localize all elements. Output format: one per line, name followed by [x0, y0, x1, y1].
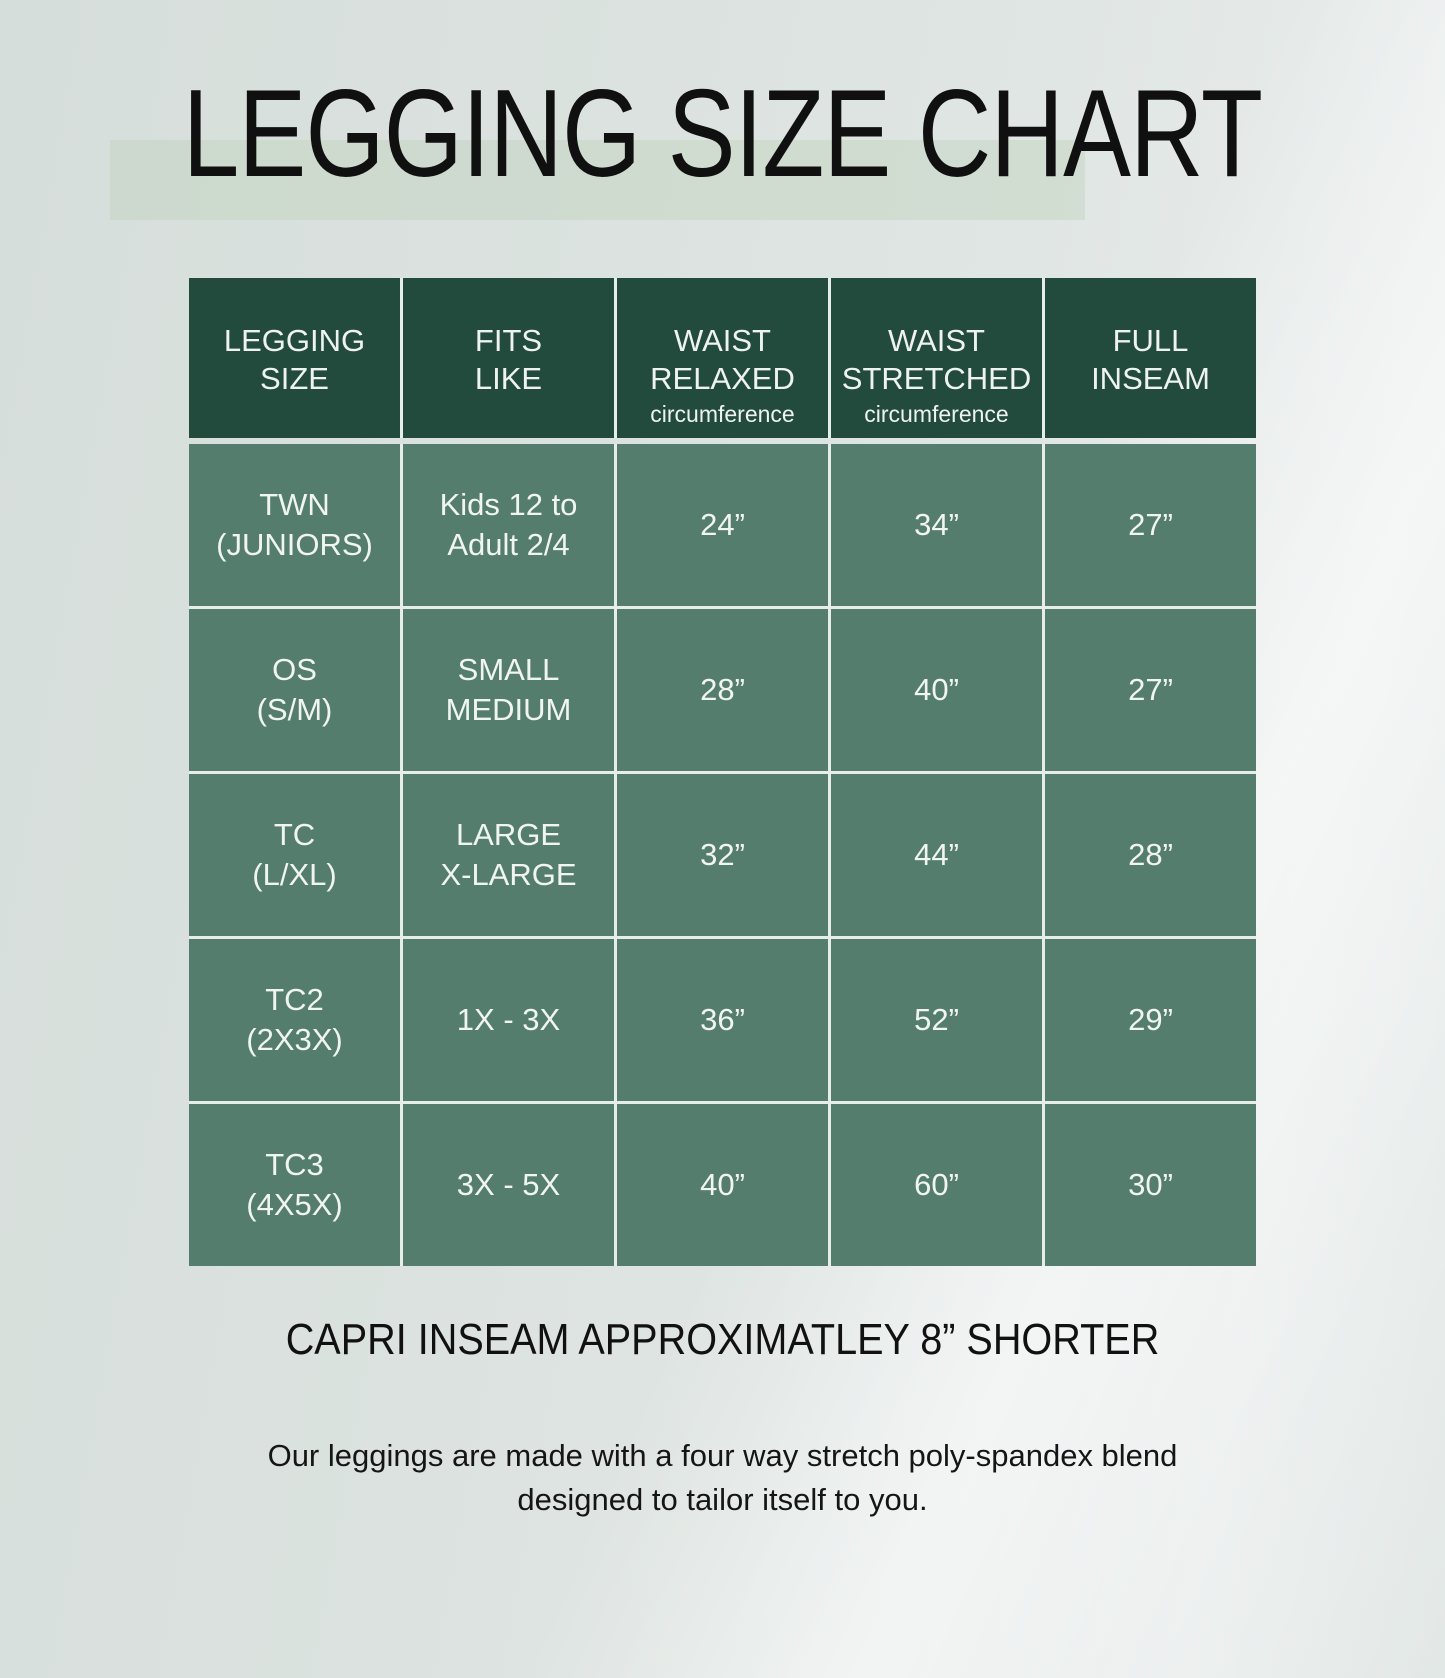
table-cell: 28” [1045, 774, 1256, 936]
table-cell: 30” [1045, 1104, 1256, 1266]
table-cell: TWN (JUNIORS) [189, 444, 400, 606]
fabric-description: Our leggings are made with a four way st… [267, 1438, 1178, 1517]
table-cell: SMALL MEDIUM [403, 609, 614, 771]
table-cell: 27” [1045, 444, 1256, 606]
table-body: TWN (JUNIORS) Kids 12 to Adult 2/4 24” 3… [189, 444, 1256, 1266]
table-cell: 34” [831, 444, 1042, 606]
table-cell: 40” [617, 1104, 828, 1266]
size-table: LEGGING SIZE FITS LIKE WAIST RELAXED cir… [189, 278, 1256, 1266]
table-cell: 44” [831, 774, 1042, 936]
header-cell-full-inseam: FULL INSEAM [1045, 278, 1256, 438]
table-cell: TC3 (4X5X) [189, 1104, 400, 1266]
header-sublabel: circumference [864, 401, 1009, 427]
table-cell: 40” [831, 609, 1042, 771]
page-header: LEGGING SIZE CHART [0, 0, 1445, 220]
table-cell: TC2 (2X3X) [189, 939, 400, 1101]
header-label: WAIST STRETCHED [841, 323, 1032, 396]
table-cell: LARGE X-LARGE [403, 774, 614, 936]
table-cell: TC (L/XL) [189, 774, 400, 936]
header-cell-waist-relaxed: WAIST RELAXED circumference [617, 278, 828, 438]
table-cell: 36” [617, 939, 828, 1101]
header-label: LEGGING SIZE [223, 323, 366, 396]
table-cell: 3X - 5X [403, 1104, 614, 1266]
header-cell-legging-size: LEGGING SIZE [189, 278, 400, 438]
table-cell: 60” [831, 1104, 1042, 1266]
table-cell: 1X - 3X [403, 939, 614, 1101]
table-cell: 27” [1045, 609, 1256, 771]
capri-inseam-note: CAPRI INSEAM APPROXIMATLEY 8” SHORTER [285, 1315, 1160, 1364]
page-title: LEGGING SIZE CHART [182, 65, 1263, 203]
table-header-row: LEGGING SIZE FITS LIKE WAIST RELAXED cir… [189, 278, 1256, 438]
header-label: FULL INSEAM [1091, 323, 1210, 396]
header-sublabel: circumference [650, 401, 795, 427]
header-label: FITS LIKE [474, 323, 543, 396]
table-cell: 52” [831, 939, 1042, 1101]
header-cell-waist-stretched: WAIST STRETCHED circumference [831, 278, 1042, 438]
header-label: WAIST RELAXED [650, 323, 795, 396]
table-cell: Kids 12 to Adult 2/4 [403, 444, 614, 606]
title-highlight-band [110, 140, 1085, 220]
table-cell: 29” [1045, 939, 1256, 1101]
header-cell-fits-like: FITS LIKE [403, 278, 614, 438]
table-cell: 32” [617, 774, 828, 936]
table-cell: OS (S/M) [189, 609, 400, 771]
table-cell: 24” [617, 444, 828, 606]
table-cell: 28” [617, 609, 828, 771]
